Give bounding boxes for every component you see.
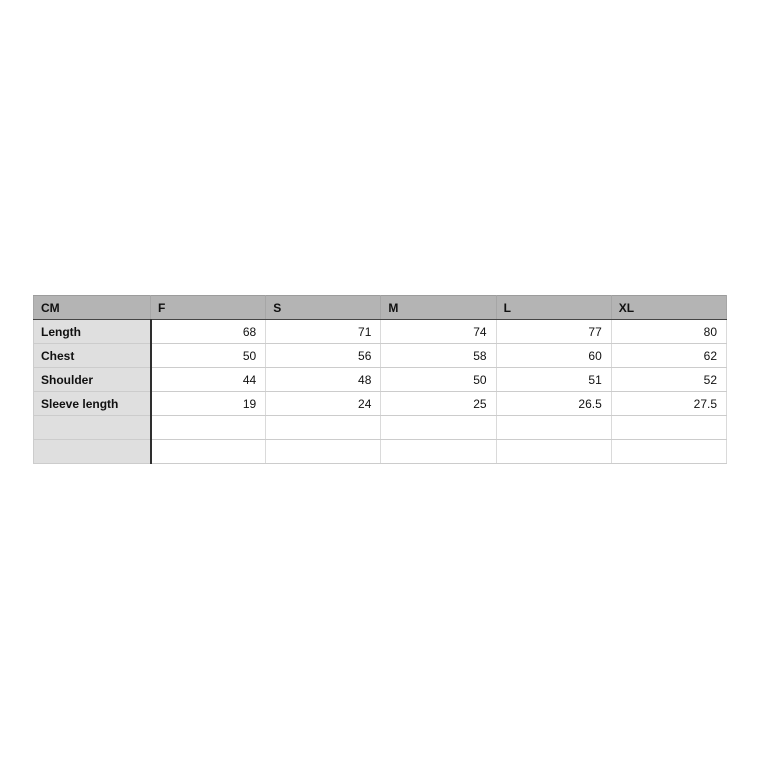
row-label-empty	[33, 439, 152, 464]
table-cell-empty	[265, 415, 382, 440]
table-cell: 50	[150, 343, 267, 368]
column-header-s: S	[265, 295, 382, 320]
table-cell: 58	[380, 343, 497, 368]
column-header-xl: XL	[610, 295, 728, 320]
table-cell-empty	[150, 439, 267, 464]
table-cell-empty	[265, 439, 382, 464]
row-label: Length	[33, 319, 152, 344]
table-cell: 56	[265, 343, 382, 368]
row-label-empty	[33, 415, 152, 440]
table-cell: 60	[496, 343, 612, 368]
table-row-empty	[33, 415, 728, 440]
row-label: Chest	[33, 343, 152, 368]
table-cell: 68	[150, 319, 267, 344]
table-cell: 51	[496, 367, 612, 392]
table-row-empty	[33, 439, 728, 464]
table-row: Sleeve length 19 24 25 26.5 27.5	[33, 391, 728, 416]
column-header-cm: CM	[33, 295, 151, 320]
table-cell: 77	[496, 319, 612, 344]
table-cell: 24	[265, 391, 382, 416]
table-row: Chest 50 56 58 60 62	[33, 343, 728, 368]
table-cell-empty	[380, 415, 497, 440]
table-cell: 44	[150, 367, 267, 392]
table-cell: 80	[611, 319, 728, 344]
table-cell: 74	[380, 319, 497, 344]
table-cell: 71	[265, 319, 382, 344]
table-row: Shoulder 44 48 50 51 52	[33, 367, 728, 392]
column-header-f: F	[149, 295, 267, 320]
table-cell-empty	[496, 415, 612, 440]
row-label: Shoulder	[33, 367, 152, 392]
table-cell: 48	[265, 367, 382, 392]
table-cell: 27.5	[611, 391, 728, 416]
table-cell-empty	[150, 415, 267, 440]
table-cell: 50	[380, 367, 497, 392]
table-cell-empty	[611, 439, 728, 464]
column-header-l: L	[495, 295, 612, 320]
table-cell: 25	[380, 391, 497, 416]
table-cell: 26.5	[496, 391, 612, 416]
table-cell-empty	[496, 439, 612, 464]
header-row: CM F S M L XL	[33, 295, 728, 320]
table-cell-empty	[611, 415, 728, 440]
table-cell: 52	[611, 367, 728, 392]
column-header-m: M	[380, 295, 497, 320]
row-label: Sleeve length	[33, 391, 152, 416]
table-cell: 19	[150, 391, 267, 416]
table-row: Length 68 71 74 77 80	[33, 319, 728, 344]
table-cell: 62	[611, 343, 728, 368]
table-cell-empty	[380, 439, 497, 464]
size-chart-table: CM F S M L XL Length 68 71 74 77 80 Ches…	[33, 295, 728, 464]
